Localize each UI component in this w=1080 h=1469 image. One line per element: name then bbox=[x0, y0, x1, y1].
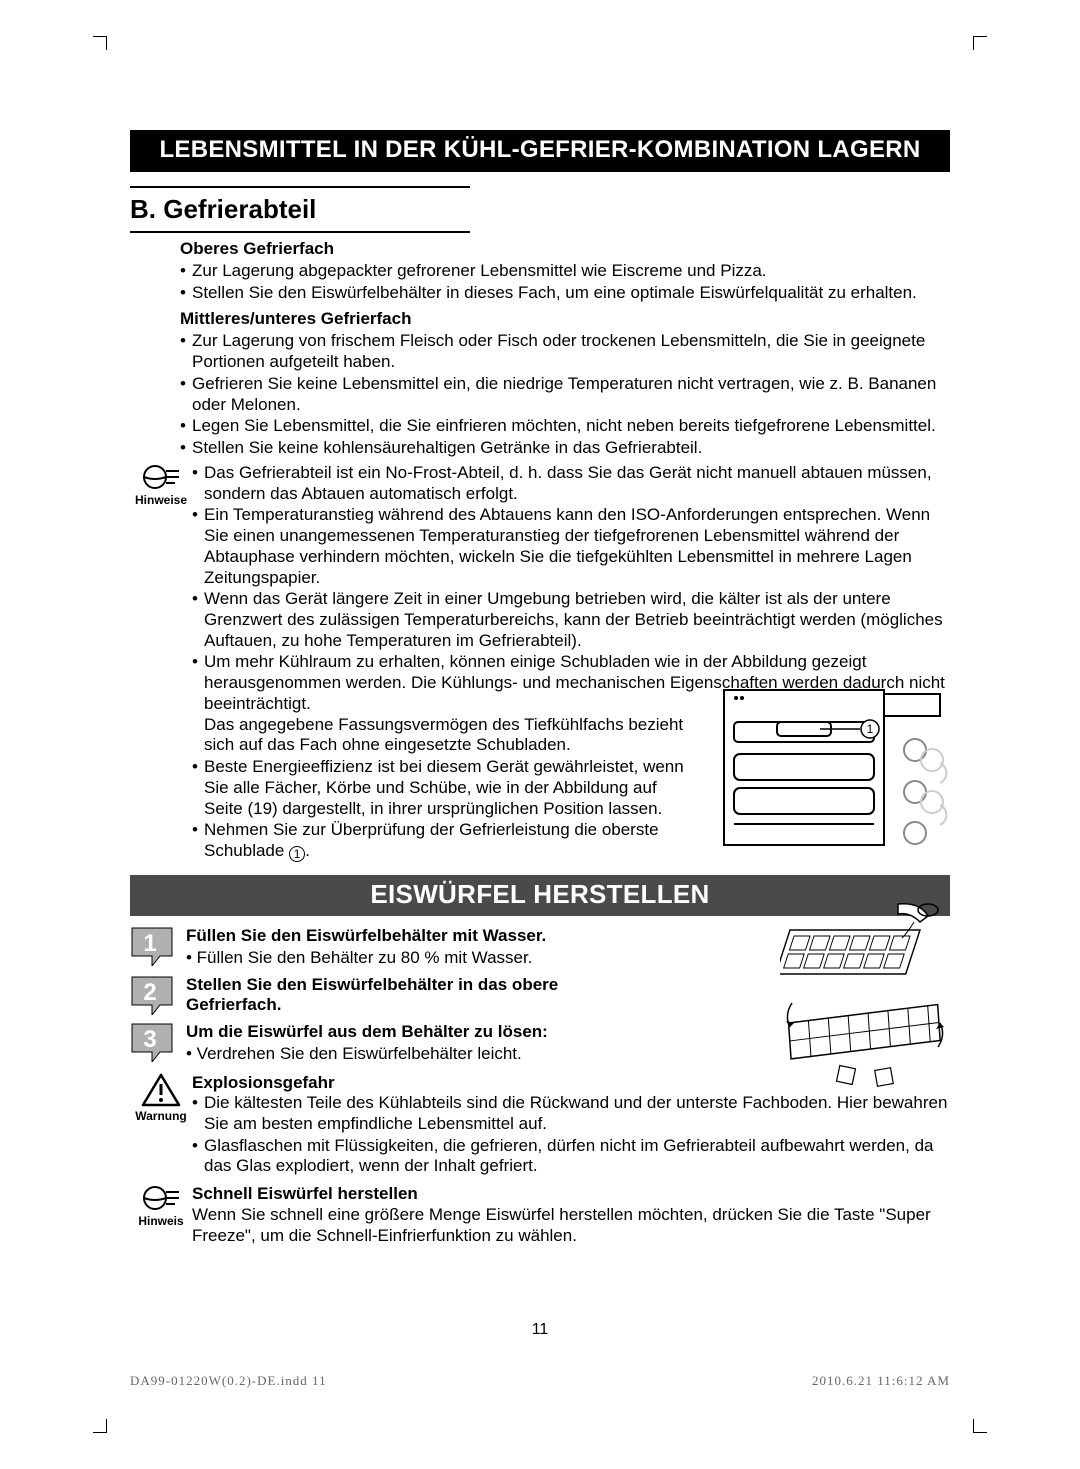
step-number-icon: 2 bbox=[130, 975, 174, 1015]
hinweis2-body: Wenn Sie schnell eine größere Menge Eisw… bbox=[192, 1205, 950, 1246]
mid-bullet: Gefrieren Sie keine Lebensmittel ein, di… bbox=[180, 374, 950, 415]
mid-bullet: Stellen Sie keine kohlensäurehaltigen Ge… bbox=[180, 438, 950, 459]
page: LEBENSMITTEL IN DER KÜHL-GEFRIER-KOMBINA… bbox=[0, 0, 1080, 1469]
footer-right: 2010.6.21 11:6:12 AM bbox=[812, 1373, 950, 1389]
svg-text:3: 3 bbox=[143, 1026, 156, 1053]
ice-figures bbox=[780, 902, 950, 1102]
mid-bullet: Legen Sie Lebensmittel, die Sie einfrier… bbox=[180, 416, 950, 437]
mid-bullet: Zur Lagerung von frischem Fleisch oder F… bbox=[180, 331, 950, 372]
hinweis2-heading: Schnell Eiswürfel herstellen bbox=[192, 1184, 950, 1205]
mid-bullets: Zur Lagerung von frischem Fleisch oder F… bbox=[180, 331, 950, 458]
footer-left: DA99-01220W(0.2)-DE.indd 11 bbox=[130, 1373, 327, 1389]
ice-tray-twist-figure bbox=[780, 997, 950, 1097]
step-heading: Stellen Sie den Eiswürfelbehälter in das… bbox=[186, 975, 636, 1016]
hinweis2-block: Hinweis Schnell Eiswürfel herstellen Wen… bbox=[130, 1184, 950, 1246]
step-number-icon: 1 bbox=[130, 926, 174, 966]
hinweise-label: Hinweise bbox=[130, 493, 192, 507]
warnung-bullet: Die kältesten Teile des Kühlabteils sind… bbox=[192, 1093, 950, 1134]
hinweise-bullet: Wenn das Gerät längere Zeit in einer Umg… bbox=[192, 589, 950, 651]
hinweis2-icon-col: Hinweis bbox=[130, 1184, 192, 1246]
page-number: 11 bbox=[0, 1321, 1080, 1339]
hinweise-bullet: Beste Energieeffizienz ist bei diesem Ge… bbox=[192, 757, 692, 819]
hinweise-bullet: Ein Temperaturanstieg während des Abtaue… bbox=[192, 505, 950, 588]
upper-bullet: Stellen Sie den Eiswürfelbehälter in die… bbox=[180, 283, 950, 304]
upper-bullets: Zur Lagerung abgepackter gefrorener Lebe… bbox=[180, 261, 950, 303]
hinweise-bullet: Nehmen Sie zur Überprüfung der Gefrierle… bbox=[192, 820, 692, 862]
main-banner: LEBENSMITTEL IN DER KÜHL-GEFRIER-KOMBINA… bbox=[130, 130, 950, 172]
upper-heading: Oberes Gefrierfach bbox=[180, 239, 950, 259]
rule-bottom bbox=[130, 231, 470, 233]
content-area: LEBENSMITTEL IN DER KÜHL-GEFRIER-KOMBINA… bbox=[130, 130, 950, 1246]
upper-bullet: Zur Lagerung abgepackter gefrorener Lebe… bbox=[180, 261, 950, 282]
freezer-diagram: 1 bbox=[720, 688, 950, 848]
hinweise-bullet: Das Gefrierabteil ist ein No-Frost-Abtei… bbox=[192, 463, 950, 504]
circled-one-icon: 1 bbox=[289, 846, 305, 862]
note-icon bbox=[141, 463, 181, 491]
warning-icon bbox=[141, 1073, 181, 1107]
warnung-icon-col: Warnung bbox=[130, 1073, 192, 1179]
mid-heading: Mittleres/unteres Gefrierfach bbox=[180, 309, 950, 329]
section-title: B. Gefrierabteil bbox=[130, 190, 950, 229]
svg-text:1: 1 bbox=[867, 722, 874, 736]
note-icon bbox=[141, 1184, 181, 1212]
rule-top bbox=[130, 186, 470, 188]
svg-text:1: 1 bbox=[143, 930, 156, 957]
warnung-bullet: Glasflaschen mit Flüssigkeiten, die gefr… bbox=[192, 1136, 950, 1177]
svg-text:2: 2 bbox=[143, 979, 156, 1006]
step-number-icon: 3 bbox=[130, 1022, 174, 1062]
warnung-label: Warnung bbox=[130, 1109, 192, 1123]
hinweise-icon-col: Hinweise bbox=[130, 463, 192, 863]
footer: DA99-01220W(0.2)-DE.indd 11 2010.6.21 11… bbox=[130, 1373, 950, 1389]
ice-tray-fill-figure bbox=[780, 902, 950, 992]
hinweis2-label: Hinweis bbox=[130, 1214, 192, 1228]
